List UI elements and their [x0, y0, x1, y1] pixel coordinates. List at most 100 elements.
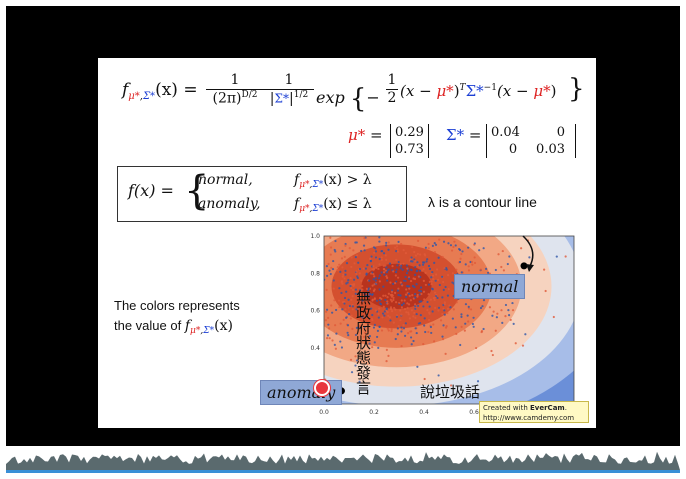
scatter-point	[400, 242, 403, 246]
scatter-point	[443, 309, 446, 312]
scatter-point	[331, 311, 334, 314]
scatter-point	[326, 334, 330, 337]
scatter-point	[413, 250, 416, 254]
scatter-point	[355, 359, 359, 362]
scatter-point	[391, 282, 395, 286]
scatter-point	[380, 329, 384, 332]
scatter-point	[426, 258, 429, 261]
scatter-point	[388, 316, 392, 319]
cases-lhs: f(x) =	[128, 181, 174, 200]
scatter-point	[349, 284, 352, 288]
scatter-point	[430, 276, 433, 279]
scatter-point	[386, 279, 389, 282]
case1-f: f	[294, 172, 300, 188]
timeline-progress-bar[interactable]	[6, 470, 680, 473]
sigma-r2c1: 0	[508, 142, 518, 157]
scatter-point	[413, 311, 416, 315]
scatter-point	[422, 290, 426, 293]
scatter-point	[399, 319, 402, 322]
scatter-point	[476, 380, 480, 383]
scatter-point	[338, 263, 341, 266]
note-sub-mu: μ*	[190, 326, 201, 336]
quad-mu1: μ*	[436, 82, 454, 100]
scatter-point	[373, 283, 376, 286]
scatter-point	[464, 322, 467, 325]
scatter-point	[436, 296, 439, 300]
scatter-point	[427, 318, 431, 322]
scatter-point	[332, 287, 335, 290]
scatter-point	[416, 295, 419, 298]
scatter-point	[411, 284, 415, 288]
scatter-point	[452, 308, 455, 311]
scatter-point	[400, 344, 403, 348]
scatter-point	[358, 272, 361, 275]
scatter-point	[449, 244, 453, 247]
scatter-point	[552, 315, 555, 319]
scatter-point	[363, 292, 366, 295]
scatter-point	[355, 254, 359, 257]
scatter-point	[378, 280, 381, 283]
scatter-point	[364, 309, 368, 312]
scatter-point	[402, 302, 405, 305]
scatter-point	[387, 292, 390, 295]
scatter-point	[446, 311, 449, 315]
exp-minus: −	[366, 88, 380, 107]
audio-waveform-timeline[interactable]	[6, 446, 680, 474]
scatter-point	[369, 259, 373, 262]
scatter-point	[502, 269, 505, 272]
scatter-point	[396, 327, 399, 330]
scatter-point	[343, 255, 346, 258]
scatter-point	[368, 334, 372, 338]
scatter-point	[435, 268, 439, 271]
scatter-point	[407, 285, 410, 288]
scatter-point	[341, 266, 344, 269]
y-tick-label: 0.8	[310, 270, 320, 277]
scatter-point	[338, 305, 341, 309]
scatter-point	[494, 268, 497, 272]
scatter-point	[407, 311, 410, 314]
scatter-point	[365, 314, 368, 317]
scatter-point	[344, 269, 347, 272]
scatter-point	[472, 316, 475, 319]
scatter-point	[395, 315, 399, 318]
scatter-point	[478, 249, 481, 252]
scatter-point	[392, 270, 395, 273]
scatter-point	[445, 268, 448, 271]
scatter-point	[354, 256, 357, 259]
paren1-open: (x −	[400, 82, 432, 100]
scatter-point	[407, 292, 410, 295]
mu-value-1: 0.29	[395, 125, 424, 140]
scatter-point	[385, 266, 388, 269]
scatter-point	[345, 316, 348, 319]
scatter-point	[354, 333, 358, 337]
y-tick-label: 0.4	[310, 345, 320, 352]
scatter-point	[448, 304, 451, 307]
scatter-point	[417, 304, 420, 307]
scatter-point	[432, 278, 435, 281]
scatter-point	[361, 285, 364, 288]
video-player[interactable]: fμ*,Σ*(x) = 1 (2π)D/2 1 |Σ*|1/2 exp {− 1…	[6, 6, 680, 446]
case1-cond: (x) > λ	[323, 172, 372, 188]
scatter-point	[444, 326, 448, 329]
scatter-point	[385, 360, 388, 363]
scatter-point	[389, 306, 393, 309]
scatter-point	[408, 294, 411, 297]
scatter-point	[464, 303, 468, 306]
scatter-point	[405, 272, 409, 275]
scatter-point	[395, 268, 398, 271]
scatter-point	[402, 262, 405, 265]
scatter-point	[350, 314, 353, 317]
scatter-point	[393, 306, 396, 310]
scatter-point	[361, 299, 364, 302]
scatter-point	[353, 262, 356, 265]
case2-sub-mu: μ*	[299, 204, 310, 214]
scatter-point	[360, 249, 363, 253]
scatter-point	[358, 299, 361, 303]
scatter-point	[382, 294, 385, 297]
brace-close: }	[568, 74, 585, 104]
scatter-point	[425, 260, 428, 263]
scatter-point	[507, 309, 510, 312]
scatter-point	[423, 324, 426, 327]
scatter-point	[381, 312, 385, 315]
scatter-point	[479, 306, 483, 310]
